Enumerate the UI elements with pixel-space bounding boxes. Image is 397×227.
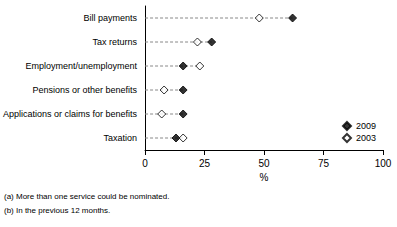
svg-text:Employment/unemployment: Employment/unemployment [25, 61, 137, 71]
svg-text:75: 75 [318, 158, 330, 169]
svg-text:2003: 2003 [356, 133, 376, 143]
svg-text:50: 50 [258, 158, 270, 169]
svg-text:Bill payments: Bill payments [84, 13, 138, 23]
svg-text:(b) In the previous 12 months.: (b) In the previous 12 months. [4, 206, 110, 215]
svg-text:0: 0 [142, 158, 148, 169]
svg-text:Pensions or other benefits: Pensions or other benefits [32, 85, 137, 95]
svg-text:25: 25 [199, 158, 211, 169]
svg-text:Tax returns: Tax returns [93, 37, 138, 47]
svg-text:Taxation: Taxation [104, 133, 138, 143]
svg-text:2009: 2009 [356, 121, 376, 131]
svg-text:100: 100 [375, 158, 392, 169]
svg-text:(a) More than one service coul: (a) More than one service could be nomin… [4, 192, 169, 201]
svg-text:%: % [260, 172, 269, 183]
svg-text:Applications or claims for ben: Applications or claims for benefits [3, 109, 138, 119]
